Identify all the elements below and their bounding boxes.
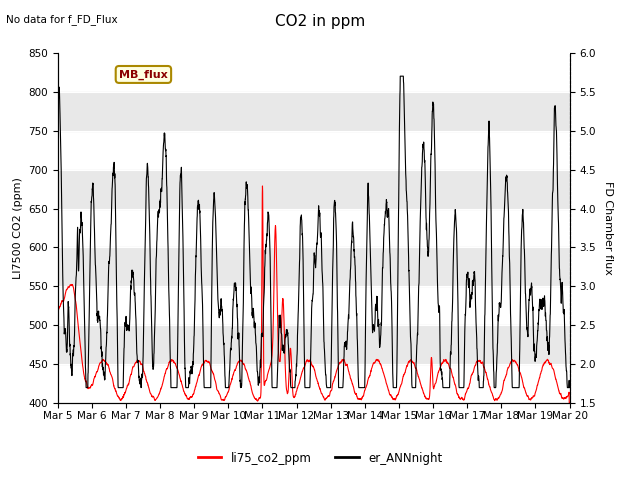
Y-axis label: FD Chamber flux: FD Chamber flux bbox=[603, 181, 612, 275]
Y-axis label: LI7500 CO2 (ppm): LI7500 CO2 (ppm) bbox=[13, 177, 22, 279]
Bar bbox=[58, 169, 570, 208]
Text: MB_flux: MB_flux bbox=[119, 69, 168, 80]
Bar bbox=[58, 325, 570, 364]
Bar bbox=[58, 248, 570, 287]
Text: No data for f_FD_Flux: No data for f_FD_Flux bbox=[6, 14, 118, 25]
Legend: li75_co2_ppm, er_ANNnight: li75_co2_ppm, er_ANNnight bbox=[193, 447, 447, 469]
Text: CO2 in ppm: CO2 in ppm bbox=[275, 14, 365, 29]
Bar bbox=[58, 92, 570, 131]
